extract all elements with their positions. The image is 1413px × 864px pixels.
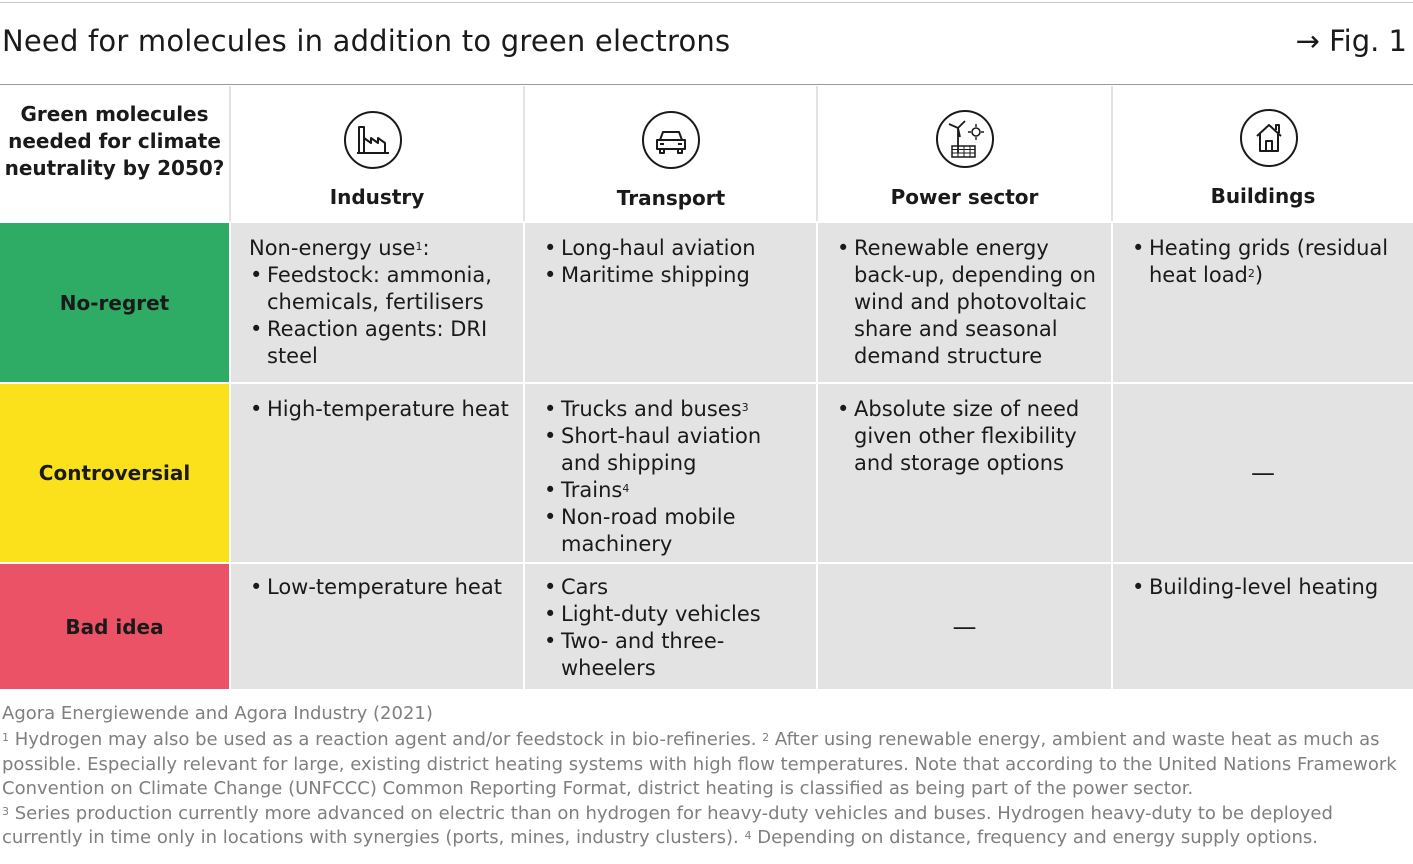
footnote-text: After using renewable energy, ambient an… [2, 729, 1397, 799]
question-header: Green molecules needed for climate neutr… [0, 101, 229, 221]
header-separator [1111, 86, 1113, 221]
page-title: Need for molecules in addition to green … [2, 24, 731, 58]
footnote-number: 3 [2, 804, 9, 818]
question-text: Green molecules needed for climate neutr… [4, 102, 225, 180]
cell-noregret-transport: Long-haul aviation Maritime shipping [525, 223, 816, 382]
car-icon [642, 111, 700, 169]
factory-icon [344, 111, 402, 169]
list-item: Two- and three-wheelers [543, 628, 806, 682]
source-line: Agora Energiewende and Agora Industry (2… [2, 703, 433, 724]
list-item: High-temperature heat [249, 396, 513, 423]
cell-bad-power: — [818, 564, 1111, 689]
buildings-label: Buildings [1210, 184, 1316, 208]
list-item: Maritime shipping [543, 262, 806, 289]
cell-controversial-industry: High-temperature heat [231, 384, 523, 562]
header-separator [816, 86, 818, 221]
footnote-text: Depending on distance, frequency and ene… [751, 827, 1318, 848]
no-regret-text: No-regret [59, 290, 170, 315]
footnote-marker-3: 3 [741, 401, 749, 414]
row-label-bad-idea: Bad idea [0, 564, 229, 689]
figure-reference: → Fig. 1 [1295, 24, 1407, 58]
cell-bad-transport: Cars Light-duty vehicles Two- and three-… [525, 564, 816, 689]
list-item: Reaction agents: DRI steel [249, 316, 513, 370]
row-label-no-regret: No-regret [0, 223, 229, 382]
cell-bad-industry: Low-temperature heat [231, 564, 523, 689]
bad-idea-text: Bad idea [65, 614, 164, 639]
list-item: Trains4 [543, 477, 806, 504]
column-header-transport: Transport [526, 86, 816, 221]
cell-bad-buildings: Building-level heating [1113, 564, 1413, 689]
list-item: Building-level heating [1131, 574, 1403, 601]
cell-noregret-buildings: Heating grids (residual heat load2) [1113, 223, 1413, 382]
cell-noregret-industry: Non-energy use1: Feedstock: ammonia, che… [231, 223, 523, 382]
house-icon [1240, 109, 1298, 167]
empty-dash: — [1251, 459, 1275, 487]
list-item: Absolute size of need given other flexib… [836, 396, 1101, 477]
non-energy-use-text: Non-energy use [249, 236, 416, 260]
heating-grids-text: Heating grids (residual heat load [1149, 236, 1389, 287]
transport-label: Transport [616, 186, 726, 210]
column-header-power: Power sector [818, 86, 1111, 221]
cell-controversial-buildings: — [1113, 384, 1413, 562]
list-item: Non-road mobile machinery [543, 504, 806, 558]
industry-label: Industry [329, 185, 425, 209]
wind-solar-icon [936, 110, 994, 168]
cell-controversial-transport: Trucks and buses3 Short-haul aviation an… [525, 384, 816, 562]
footnote-number: 1 [2, 731, 9, 744]
cell-noregret-power: Renewable energy back-up, depending on w… [818, 223, 1111, 382]
top-divider [0, 2, 1413, 3]
header-separator [229, 86, 231, 221]
list-item: Low-temperature heat [249, 574, 513, 601]
list-item: Cars [543, 574, 806, 601]
power-label: Power sector [890, 185, 1039, 209]
list-item: Renewable energy back-up, depending on w… [836, 235, 1101, 370]
title-divider [0, 84, 1413, 85]
footnotes: 1 Hydrogen may also be used as a reactio… [2, 728, 1407, 851]
footnote-text: Series production currently more advance… [2, 802, 1333, 849]
trains-text: Trains [561, 478, 623, 502]
footnote-marker-4: 4 [622, 482, 630, 495]
non-energy-use-heading: Non-energy use1: [249, 235, 513, 262]
controversial-text: Controversial [38, 461, 191, 485]
trucks-text: Trucks and buses [561, 397, 742, 421]
footnote-block-2: 3 Series production currently more advan… [2, 802, 1407, 851]
footnote-marker-1: 1 [415, 240, 423, 253]
list-item: Heating grids (residual heat load2) [1131, 235, 1403, 289]
list-item: Light-duty vehicles [543, 601, 806, 628]
list-item: Trucks and buses3 [543, 396, 806, 423]
list-item: Short-haul aviation and shipping [543, 423, 806, 477]
footnote-block-1: 1 Hydrogen may also be used as a reactio… [2, 728, 1407, 802]
cell-controversial-power: Absolute size of need given other flexib… [818, 384, 1111, 562]
empty-dash: — [952, 612, 977, 641]
row-label-controversial: Controversial [0, 384, 229, 562]
closing-paren: ) [1254, 263, 1264, 287]
footnote-number: 2 [762, 731, 770, 744]
footnote-number: 4 [744, 829, 752, 842]
colon: : [422, 236, 430, 260]
list-item: Feedstock: ammonia, chemicals, fertilise… [249, 262, 513, 316]
column-header-industry: Industry [231, 86, 523, 221]
column-header-buildings: Buildings [1113, 86, 1413, 221]
list-item: Long-haul aviation [543, 235, 806, 262]
footnote-marker-2: 2 [1247, 267, 1255, 280]
footnote-text: Hydrogen may also be used as a reaction … [9, 729, 763, 750]
header-separator [523, 86, 525, 221]
